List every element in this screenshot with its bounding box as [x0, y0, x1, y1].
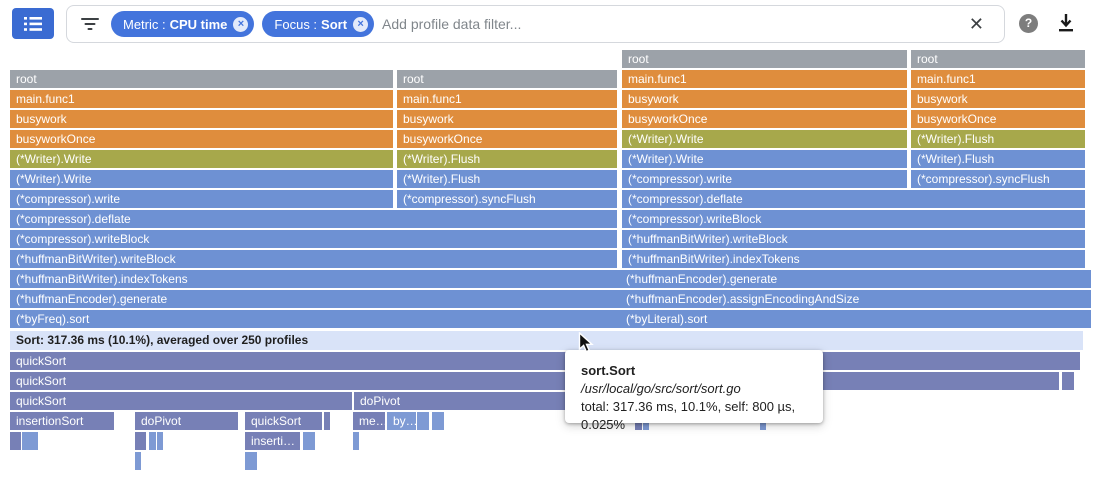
- flame-cell-fragment[interactable]: [251, 452, 257, 470]
- filter-bar[interactable]: Metric : CPU time × Focus : Sort × Add pro…: [66, 5, 1005, 43]
- flame-cell[interactable]: busyworkOnce: [397, 130, 617, 148]
- flame-cell[interactable]: root: [911, 50, 1085, 68]
- flame-cell-fragment[interactable]: [149, 432, 156, 450]
- flame-cell[interactable]: (*compressor).write: [622, 170, 907, 188]
- flame-cell-fragment[interactable]: [1062, 372, 1074, 390]
- flame-cell-fragment[interactable]: [157, 432, 163, 450]
- flame-cell[interactable]: root: [622, 50, 907, 68]
- flame-cell[interactable]: (*huffmanBitWriter).indexTokens: [10, 270, 620, 288]
- flame-cell[interactable]: (*Writer).Flush: [397, 170, 617, 188]
- flame-cell[interactable]: busywork: [10, 110, 393, 128]
- flame-cell[interactable]: quickSort: [10, 392, 352, 410]
- chip-key: Focus :: [274, 16, 318, 32]
- flame-cell[interactable]: busyworkOnce: [911, 110, 1085, 128]
- flame-cell[interactable]: main.func1: [10, 90, 393, 108]
- flame-cell[interactable]: (*Writer).Write: [10, 170, 393, 188]
- flame-cell[interactable]: busyworkOnce: [622, 110, 907, 128]
- chip-remove-icon[interactable]: ×: [353, 16, 369, 32]
- flame-cell[interactable]: (*compressor).syncFlush: [397, 190, 617, 208]
- flame-cell[interactable]: quickSort: [245, 412, 322, 430]
- flame-cell[interactable]: busywork: [622, 90, 907, 108]
- flame-cell[interactable]: (*compressor).deflate: [10, 210, 617, 228]
- profile-list-button[interactable]: [12, 8, 54, 39]
- help-icon[interactable]: ?: [1019, 14, 1038, 33]
- flame-cell[interactable]: busywork: [911, 90, 1085, 108]
- filter-chip-metric[interactable]: Metric : CPU time ×: [111, 11, 255, 37]
- tooltip-function-name: sort.Sort: [581, 363, 636, 378]
- flame-cell[interactable]: (*huffmanBitWriter).indexTokens: [622, 250, 1085, 268]
- flame-cell-fragment[interactable]: [22, 432, 28, 450]
- flame-cell[interactable]: (*Writer).Write: [622, 130, 907, 148]
- filter-chip-focus[interactable]: Focus : Sort ×: [262, 11, 375, 37]
- flame-cell[interactable]: doPivot: [135, 412, 238, 430]
- flame-cell[interactable]: busyworkOnce: [10, 130, 393, 148]
- flame-cell[interactable]: Sort: 317.36 ms (10.1%), averaged over 2…: [10, 331, 1083, 350]
- flame-cell-fragment[interactable]: [432, 412, 438, 430]
- flame-cell[interactable]: quickSort: [10, 352, 1080, 370]
- toolbar: Metric : CPU time × Focus : Sort × Add pro…: [0, 0, 1096, 48]
- flame-cell-fragment[interactable]: [135, 432, 146, 450]
- chip-key: Metric :: [123, 16, 166, 32]
- flame-cell-fragment[interactable]: [324, 412, 330, 430]
- flame-cell[interactable]: (*Writer).Flush: [911, 130, 1085, 148]
- chip-value: CPU time: [169, 16, 228, 32]
- flame-cell-fragment[interactable]: [417, 412, 429, 430]
- flame-cell[interactable]: (*compressor).syncFlush: [911, 170, 1085, 188]
- flame-cell[interactable]: (*Writer).Write: [622, 150, 907, 168]
- flame-cell-fragment[interactable]: [10, 432, 21, 450]
- flame-cell[interactable]: (*compressor).writeBlock: [622, 210, 1085, 228]
- flame-cell[interactable]: (*byLiteral).sort: [620, 310, 1091, 328]
- flame-cell[interactable]: (*Writer).Flush: [911, 150, 1085, 168]
- filter-input-placeholder[interactable]: Add profile data filter...: [382, 16, 522, 32]
- flame-cell[interactable]: (*huffmanEncoder).generate: [620, 270, 1091, 288]
- flame-cell[interactable]: quickSort: [10, 372, 1059, 390]
- tooltip-source-path: /usr/local/go/src/sort/sort.go: [581, 381, 741, 396]
- flame-cell[interactable]: (*byFreq).sort: [10, 310, 620, 328]
- flame-cell[interactable]: (*huffmanEncoder).assignEncodingAndSize: [620, 290, 1091, 308]
- flame-cell[interactable]: (*Writer).Flush: [397, 150, 617, 168]
- clear-filters-icon[interactable]: ✕: [968, 14, 984, 34]
- flame-cell-fragment[interactable]: [135, 452, 141, 470]
- flame-cell[interactable]: (*huffmanEncoder).generate: [10, 290, 620, 308]
- flame-cell[interactable]: (*huffmanBitWriter).writeBlock: [622, 230, 1085, 248]
- flame-cell[interactable]: busywork: [397, 110, 617, 128]
- flame-cell[interactable]: main.func1: [911, 70, 1085, 88]
- mouse-cursor: [578, 332, 594, 353]
- flame-cell[interactable]: me…: [353, 412, 385, 430]
- flame-cell[interactable]: root: [397, 70, 617, 88]
- flame-cell[interactable]: (*compressor).deflate: [622, 190, 1085, 208]
- flame-cell-fragment[interactable]: [32, 432, 38, 450]
- flame-cell-fragment[interactable]: [353, 432, 359, 450]
- flame-cell[interactable]: main.func1: [622, 70, 907, 88]
- flame-cell[interactable]: (*huffmanBitWriter).writeBlock: [10, 250, 617, 268]
- flame-cell[interactable]: (*compressor).write: [10, 190, 393, 208]
- flame-cell[interactable]: inserti…: [245, 432, 300, 450]
- flame-cell[interactable]: (*compressor).writeBlock: [10, 230, 617, 248]
- flame-cell-fragment[interactable]: [438, 412, 444, 430]
- flame-cell[interactable]: main.func1: [397, 90, 617, 108]
- flame-cell-fragment[interactable]: [245, 452, 251, 470]
- tooltip-stats: total: 317.36 ms, 10.1%, self: 800 µs, 0…: [581, 399, 796, 432]
- list-icon: [24, 16, 42, 31]
- flame-cell[interactable]: by…: [387, 412, 416, 430]
- frame-tooltip: sort.Sort /usr/local/go/src/sort/sort.go…: [565, 350, 823, 432]
- flame-cell[interactable]: (*Writer).Write: [10, 150, 393, 168]
- flame-cell[interactable]: insertionSort: [10, 412, 114, 430]
- download-icon[interactable]: [1056, 13, 1076, 33]
- flame-cell-fragment[interactable]: [309, 432, 315, 450]
- flame-cell-fragment[interactable]: [303, 432, 309, 450]
- flame-cell-fragment[interactable]: [27, 432, 33, 450]
- chip-value: Sort: [321, 16, 348, 32]
- chip-remove-icon[interactable]: ×: [233, 16, 249, 32]
- flame-cell[interactable]: root: [10, 70, 393, 88]
- filter-list-icon: [81, 18, 99, 30]
